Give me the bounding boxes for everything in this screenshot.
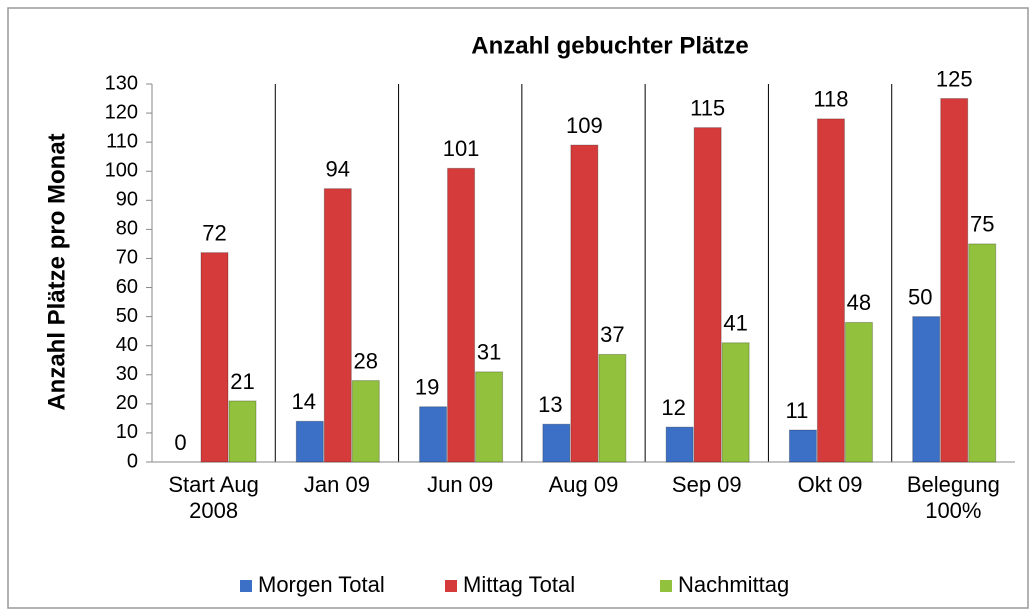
chart-frame	[7, 7, 1029, 609]
bar	[844, 321, 873, 463]
data-label: 19	[415, 375, 439, 400]
data-label: 0	[174, 430, 186, 455]
x-tick-label: Okt 09	[797, 472, 863, 497]
data-label: 37	[600, 322, 624, 347]
bar	[912, 316, 941, 463]
y-tick-label: 40	[116, 334, 138, 356]
bar	[788, 429, 817, 463]
y-tick-label: 0	[127, 450, 138, 472]
legend-label: Mittag Total	[463, 572, 575, 597]
data-label: 41	[723, 311, 747, 336]
data-label: 75	[970, 212, 994, 237]
x-tick-label: Aug 09	[548, 472, 619, 497]
data-label: 14	[292, 389, 316, 414]
bar	[940, 98, 969, 463]
y-tick-label: 130	[105, 72, 138, 94]
data-label: 31	[477, 340, 501, 365]
bar	[816, 118, 845, 463]
legend-swatch	[445, 580, 457, 592]
data-label: 21	[230, 369, 254, 394]
y-tick-label: 20	[116, 392, 138, 414]
y-tick-label: 90	[116, 189, 138, 211]
legend-label: Nachmittag	[678, 572, 789, 597]
bar	[542, 423, 571, 463]
y-tick-label: 100	[105, 160, 138, 182]
y-tick-label: 50	[116, 305, 138, 327]
x-tick-label: Belegung 100%	[906, 472, 1000, 523]
bar	[323, 188, 352, 463]
x-tick-label: Sep 09	[671, 472, 742, 497]
y-tick-label: 60	[116, 276, 138, 298]
legend-swatch	[240, 580, 252, 592]
y-tick-label: 110	[106, 130, 138, 152]
legend-label: Morgen Total	[258, 572, 385, 597]
data-label: 72	[202, 220, 226, 245]
bar	[419, 406, 448, 463]
bar	[693, 127, 722, 463]
y-axis-label: Anzahl Plätze pro Monat	[43, 133, 70, 410]
data-label: 125	[936, 66, 973, 91]
data-label: 50	[908, 284, 932, 309]
bar	[200, 252, 229, 463]
x-tick-label: Jun 09	[427, 472, 494, 497]
y-tick-label: 120	[105, 101, 138, 123]
bar	[665, 426, 694, 463]
y-tick-label: 10	[116, 421, 138, 443]
y-tick-label: 30	[116, 363, 138, 385]
data-label: 11	[786, 398, 809, 423]
data-label: 48	[847, 290, 871, 315]
bar	[598, 353, 627, 463]
data-label: 115	[690, 95, 725, 120]
data-label: 101	[443, 136, 480, 161]
x-tick-label: Jan 09	[303, 472, 370, 497]
data-label: 109	[566, 113, 603, 138]
bar	[295, 420, 324, 463]
bar	[721, 342, 750, 463]
bar	[570, 144, 599, 463]
data-label: 118	[813, 87, 848, 112]
x-tick-label: Start Aug 2008	[168, 472, 259, 523]
bar	[351, 380, 380, 463]
data-label: 12	[661, 395, 685, 420]
legend-swatch	[660, 580, 672, 592]
y-tick-label: 70	[116, 247, 138, 269]
data-label: 94	[326, 156, 350, 181]
data-label: 28	[354, 348, 378, 373]
bar	[447, 167, 476, 463]
data-label: 13	[538, 392, 562, 417]
bar	[228, 400, 257, 463]
chart-title: Anzahl gebuchter Plätze	[471, 32, 748, 59]
bar	[475, 371, 504, 463]
y-tick-label: 80	[116, 218, 138, 240]
bar	[968, 243, 997, 463]
